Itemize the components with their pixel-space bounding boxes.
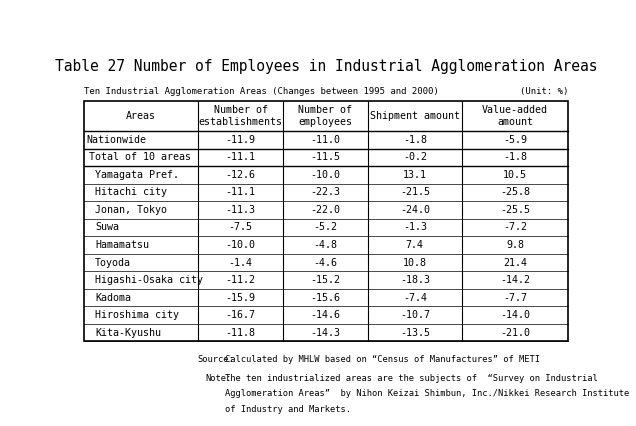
Text: -1.8: -1.8 xyxy=(503,153,527,162)
Text: -11.5: -11.5 xyxy=(310,153,340,162)
Text: 7.4: 7.4 xyxy=(406,240,424,250)
Text: -14.6: -14.6 xyxy=(310,310,340,320)
Text: -11.9: -11.9 xyxy=(226,135,256,145)
Text: -10.0: -10.0 xyxy=(310,170,340,180)
Text: Source:: Source: xyxy=(198,354,235,363)
Text: Hamamatsu: Hamamatsu xyxy=(95,240,149,250)
Text: -25.5: -25.5 xyxy=(500,205,530,215)
Text: Calculated by MHLW based on “Census of Manufactures” of METI: Calculated by MHLW based on “Census of M… xyxy=(225,354,540,363)
Text: Kita-Kyushu: Kita-Kyushu xyxy=(95,328,161,338)
Text: -21.5: -21.5 xyxy=(400,187,430,197)
Text: -7.7: -7.7 xyxy=(503,293,527,302)
Text: -18.3: -18.3 xyxy=(400,275,430,285)
Text: -10.0: -10.0 xyxy=(226,240,256,250)
Text: -11.1: -11.1 xyxy=(226,187,256,197)
Text: -21.0: -21.0 xyxy=(500,328,530,338)
Text: -1.3: -1.3 xyxy=(403,222,427,233)
Text: 10.8: 10.8 xyxy=(403,258,427,268)
Text: -4.8: -4.8 xyxy=(314,240,337,250)
Text: Agglomeration Areas”  by Nihon Keizai Shimbun, Inc./Nikkei Research Institute: Agglomeration Areas” by Nihon Keizai Shi… xyxy=(225,389,629,398)
Text: Suwa: Suwa xyxy=(95,222,119,233)
Text: 13.1: 13.1 xyxy=(403,170,427,180)
Text: -22.0: -22.0 xyxy=(310,205,340,215)
Text: -25.8: -25.8 xyxy=(500,187,530,197)
Text: -5.9: -5.9 xyxy=(503,135,527,145)
Text: Higashi-Osaka city: Higashi-Osaka city xyxy=(95,275,203,285)
Text: -16.7: -16.7 xyxy=(226,310,256,320)
Text: -11.3: -11.3 xyxy=(226,205,256,215)
Text: Shipment amount: Shipment amount xyxy=(370,111,460,121)
Text: Hitachi city: Hitachi city xyxy=(95,187,167,197)
Text: Yamagata Pref.: Yamagata Pref. xyxy=(95,170,179,180)
Text: -0.2: -0.2 xyxy=(403,153,427,162)
Text: Table 27 Number of Employees in Industrial Agglomeration Areas: Table 27 Number of Employees in Industri… xyxy=(55,59,597,74)
Text: -22.3: -22.3 xyxy=(310,187,340,197)
Text: -11.8: -11.8 xyxy=(226,328,256,338)
Text: -10.7: -10.7 xyxy=(400,310,430,320)
Text: -7.2: -7.2 xyxy=(503,222,527,233)
Text: -7.4: -7.4 xyxy=(403,293,427,302)
Text: -7.5: -7.5 xyxy=(228,222,252,233)
Text: Nationwide: Nationwide xyxy=(86,135,146,145)
Text: -15.9: -15.9 xyxy=(226,293,256,302)
Text: -1.4: -1.4 xyxy=(228,258,252,268)
Text: -15.6: -15.6 xyxy=(310,293,340,302)
Text: Areas: Areas xyxy=(127,111,156,121)
Text: Hiroshima city: Hiroshima city xyxy=(95,310,179,320)
Text: Ten Industrial Agglomeration Areas (Changes between 1995 and 2000): Ten Industrial Agglomeration Areas (Chan… xyxy=(85,87,439,96)
Text: Value-added
amount: Value-added amount xyxy=(482,105,548,127)
Text: -11.1: -11.1 xyxy=(226,153,256,162)
Text: -4.6: -4.6 xyxy=(314,258,337,268)
Text: -1.8: -1.8 xyxy=(403,135,427,145)
Text: -12.6: -12.6 xyxy=(226,170,256,180)
Text: -14.0: -14.0 xyxy=(500,310,530,320)
Text: -5.2: -5.2 xyxy=(314,222,337,233)
Text: 10.5: 10.5 xyxy=(503,170,527,180)
Bar xyxy=(85,101,569,341)
Text: Total of 10 areas: Total of 10 areas xyxy=(89,153,191,162)
Text: 9.8: 9.8 xyxy=(506,240,524,250)
Text: -14.2: -14.2 xyxy=(500,275,530,285)
Text: 21.4: 21.4 xyxy=(503,258,527,268)
Text: -15.2: -15.2 xyxy=(310,275,340,285)
Text: Kadoma: Kadoma xyxy=(95,293,131,302)
Text: Number of
establishments: Number of establishments xyxy=(198,105,282,127)
Text: -24.0: -24.0 xyxy=(400,205,430,215)
Text: -13.5: -13.5 xyxy=(400,328,430,338)
Text: The ten industrialized areas are the subjects of  “Survey on Industrial: The ten industrialized areas are the sub… xyxy=(225,374,598,383)
Text: -14.3: -14.3 xyxy=(310,328,340,338)
Text: Jonan, Tokyo: Jonan, Tokyo xyxy=(95,205,167,215)
Text: (Unit: %): (Unit: %) xyxy=(520,87,569,96)
Text: Toyoda: Toyoda xyxy=(95,258,131,268)
Text: -11.0: -11.0 xyxy=(310,135,340,145)
Text: Note:: Note: xyxy=(205,374,232,383)
Text: -11.2: -11.2 xyxy=(226,275,256,285)
Text: Number of
employees: Number of employees xyxy=(298,105,352,127)
Text: of Industry and Markets.: of Industry and Markets. xyxy=(225,405,351,414)
